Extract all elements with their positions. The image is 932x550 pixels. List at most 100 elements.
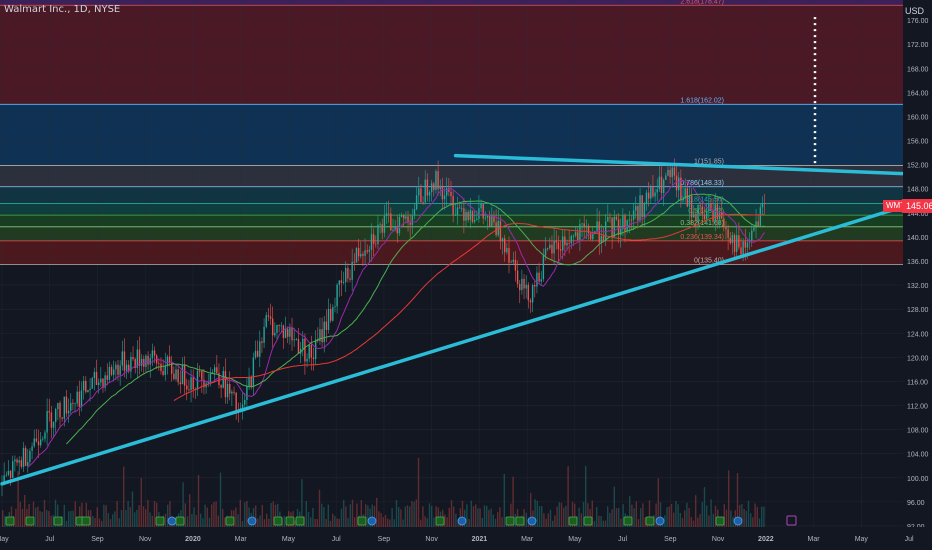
candle-body <box>207 382 209 384</box>
volume-bar <box>4 515 6 527</box>
volume-bar <box>758 518 761 527</box>
candle-body <box>467 211 469 220</box>
x-tick-label: Mar <box>521 536 534 543</box>
volume-bar <box>134 512 136 527</box>
candle-body <box>304 338 306 362</box>
volume-bar <box>708 515 710 527</box>
candle-body <box>345 267 347 282</box>
candle-body <box>317 339 319 342</box>
candle-body <box>549 244 551 249</box>
candle-body <box>136 349 139 368</box>
candle-body <box>48 411 50 413</box>
volume-bar <box>670 503 673 527</box>
candle-body <box>27 461 29 466</box>
candle-body <box>104 375 106 388</box>
candle-body <box>448 188 450 192</box>
candle-body <box>319 329 321 342</box>
y-tick-label: 140.00 <box>907 235 929 242</box>
candle-body <box>632 210 635 220</box>
volume-bar <box>213 501 215 527</box>
candle-body <box>368 249 371 252</box>
candle-body <box>308 344 310 359</box>
volume-bar <box>195 514 197 527</box>
candle-body <box>334 306 336 308</box>
candle-body <box>375 243 377 245</box>
candle-body <box>635 206 637 211</box>
candle-body <box>675 175 678 191</box>
volume-bar <box>261 504 263 527</box>
candle-body <box>177 369 179 383</box>
candle-body <box>693 213 695 218</box>
candle-body <box>381 224 383 233</box>
volume-bar <box>549 509 552 527</box>
volume-bar <box>530 492 532 527</box>
volume-bar <box>541 506 543 527</box>
candle-body <box>192 377 194 390</box>
candle-body <box>499 220 502 242</box>
x-tick-label: Mar <box>808 536 821 543</box>
candle-body <box>585 225 588 228</box>
volume-bar <box>613 486 615 527</box>
volume-bar <box>74 501 76 527</box>
volume-bar <box>453 506 455 527</box>
candle-body <box>579 224 581 240</box>
candle-body <box>162 370 164 375</box>
candle-body <box>512 259 514 262</box>
volume-bar <box>239 499 241 527</box>
dividend-marker <box>367 516 377 526</box>
candle-body <box>568 242 570 244</box>
candle-body <box>574 232 577 236</box>
candle-body <box>620 229 622 235</box>
volume-bar <box>65 520 68 527</box>
candle-body <box>115 364 117 370</box>
volume-bar <box>732 516 734 527</box>
candle-body <box>132 356 134 360</box>
fib-label-1.618: 1.618(162.02) <box>680 97 724 104</box>
candle-body <box>121 351 124 366</box>
candle-body <box>746 242 749 248</box>
volume-bar <box>620 518 622 527</box>
volume-bar <box>323 507 325 527</box>
candle-body <box>491 215 493 227</box>
volume-bar <box>72 510 74 527</box>
candle-body <box>312 357 315 360</box>
candle-body <box>637 206 639 221</box>
candle-body <box>123 351 126 371</box>
candle-body <box>701 206 704 215</box>
candle-body <box>411 215 414 225</box>
volume-bar <box>420 519 422 527</box>
volume-bar <box>182 482 184 527</box>
volume-bar <box>224 517 226 527</box>
candle-body <box>534 285 536 287</box>
earnings-marker <box>25 516 35 526</box>
fib-zone-5 <box>0 203 903 216</box>
volume-bar <box>545 518 547 527</box>
volume-bar <box>81 502 83 527</box>
volume-bar <box>655 503 657 527</box>
earnings-marker <box>81 516 91 526</box>
volume-bar <box>389 519 391 527</box>
candle-body <box>39 439 42 446</box>
candle-body <box>723 218 725 228</box>
candle-body <box>454 214 456 216</box>
volume-bar <box>543 513 545 527</box>
volume-bar <box>347 518 349 527</box>
candle-body <box>327 308 330 330</box>
candle-body <box>540 279 542 282</box>
candle-body <box>289 327 291 337</box>
volume-bar <box>118 518 120 527</box>
candle-body <box>119 365 121 375</box>
volume-bar <box>637 519 640 527</box>
candle-body <box>203 379 205 388</box>
fib-zone-2 <box>0 104 903 166</box>
volume-bar <box>241 520 244 527</box>
volume-bar <box>131 491 134 527</box>
volume-bar <box>472 506 475 527</box>
candle-body <box>95 372 98 385</box>
candle-body <box>254 350 257 358</box>
candle-body <box>428 192 431 196</box>
volume-bar <box>398 507 400 527</box>
volume-bar <box>754 503 756 527</box>
x-tick-label: 2020 <box>185 536 201 543</box>
